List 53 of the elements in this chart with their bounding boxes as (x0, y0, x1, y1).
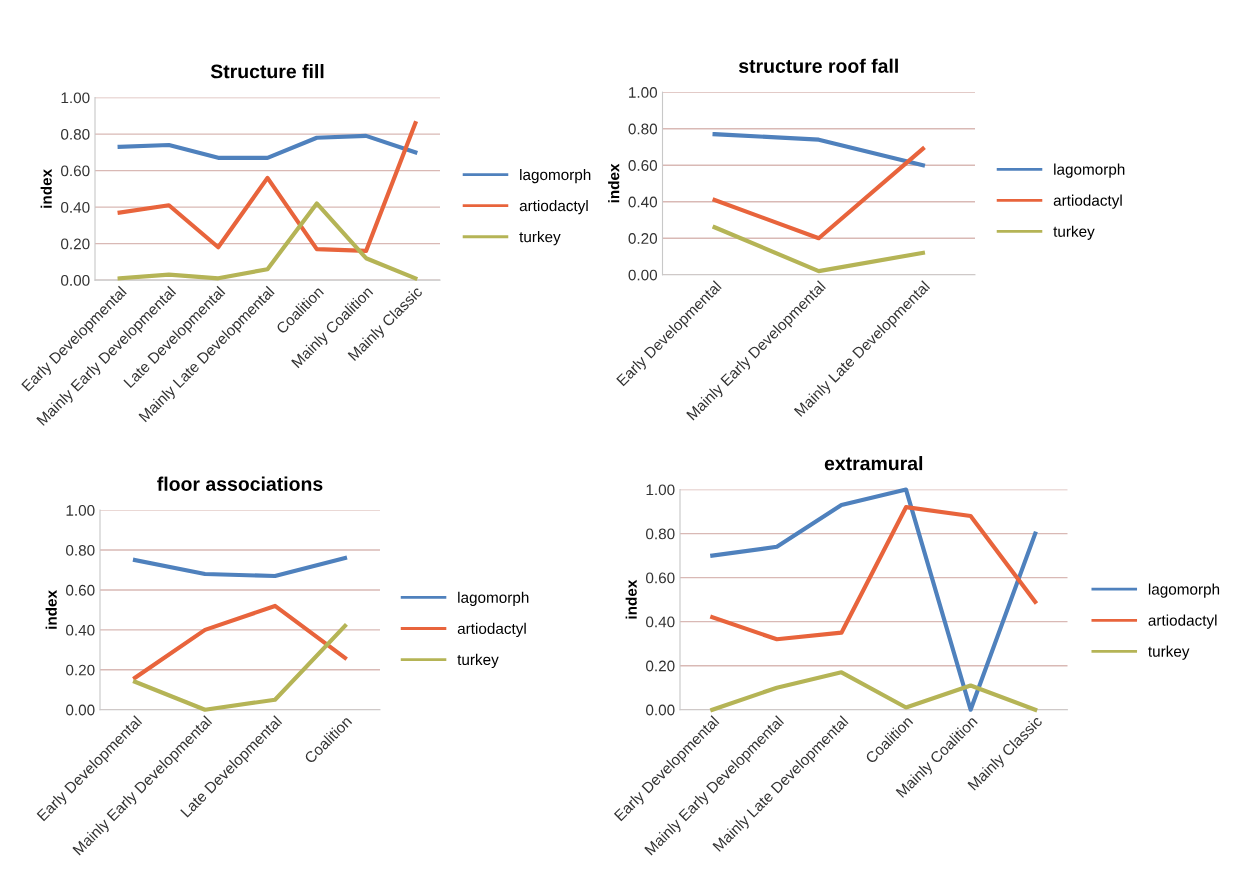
legend-label: lagomorph (458, 591, 529, 606)
line-series (117, 121, 418, 254)
chart-title: floor associations (157, 476, 323, 491)
y-tick-label: 1.00 (66, 505, 95, 516)
y-axis-title: index (608, 163, 620, 203)
y-tick-label: 0.00 (66, 704, 95, 716)
y-tick-label: 0.60 (66, 584, 95, 596)
y-tick-label: 1.00 (61, 92, 90, 104)
y-tick-label: 0.80 (66, 544, 95, 556)
y-tick-label: 0.60 (646, 572, 675, 584)
y-axis-title: index (45, 590, 57, 629)
y-tick-label: 1.00 (646, 484, 675, 496)
chart-title: structure roof fall (738, 58, 898, 73)
y-tick-label: 0.00 (61, 275, 90, 286)
legend-label: turkey (1148, 645, 1190, 660)
y-tick-label: 0.80 (646, 528, 675, 540)
legend-label: artiodactyl (457, 622, 526, 638)
y-tick-label: 0.20 (628, 233, 658, 244)
y-tick-label: 0.80 (61, 128, 90, 140)
chart-title: Structure fill (210, 64, 324, 79)
y-tick-label: 1.00 (629, 87, 658, 98)
y-tick-label: 0.20 (646, 660, 675, 672)
y-axis-title: index (625, 579, 637, 619)
legend-label: turkey (457, 653, 499, 669)
chart-title: extramural (824, 456, 923, 471)
y-tick-label: 0.00 (628, 269, 658, 281)
legend-label: turkey (1053, 225, 1095, 240)
legend-label: artiodactyl (519, 199, 588, 215)
line-series (710, 670, 1038, 712)
y-tick-label: 0.80 (628, 123, 658, 135)
y-axis-title: index (40, 169, 52, 208)
line-series (710, 505, 1038, 642)
y-tick-label: 0.60 (628, 160, 658, 171)
y-tick-label: 0.20 (61, 238, 90, 250)
line-series (710, 487, 1038, 712)
line-series (132, 555, 348, 579)
line-series (117, 201, 418, 281)
line-series (117, 133, 418, 160)
legend-label: turkey (519, 231, 561, 246)
y-tick-label: 0.20 (66, 664, 95, 676)
line-series (132, 623, 348, 712)
y-tick-label: 0.40 (628, 196, 658, 208)
legend-label: artiodactyl (1053, 194, 1122, 209)
y-tick-label: 0.00 (646, 704, 675, 716)
y-tick-label: 0.60 (61, 165, 90, 177)
legend-label: lagomorph (520, 168, 591, 184)
legend-label: lagomorph (1148, 583, 1220, 598)
line-series (132, 603, 348, 680)
legend-label: artiodactyl (1148, 614, 1217, 629)
y-tick-label: 0.40 (61, 201, 90, 213)
y-tick-label: 0.40 (66, 624, 95, 636)
legend-label: lagomorph (1054, 163, 1125, 178)
y-tick-label: 0.40 (646, 616, 675, 628)
